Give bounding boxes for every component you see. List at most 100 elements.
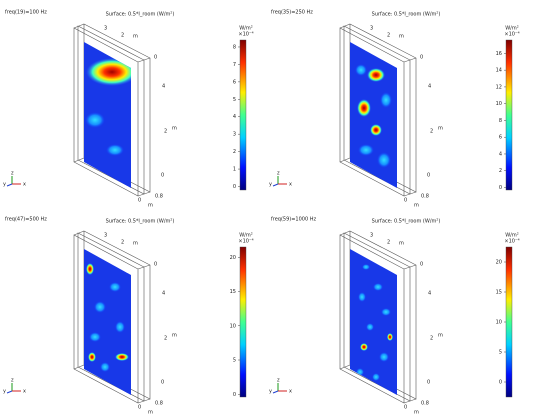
- colorbar-tick-label: 6: [233, 79, 236, 85]
- axis-tick-label: 0: [404, 198, 407, 204]
- surface-hotspot: [362, 264, 370, 270]
- surface-hotspot: [88, 352, 96, 362]
- axis-tick-label: 0.8: [155, 194, 163, 200]
- colorbar-tick-label: 10: [230, 323, 236, 329]
- colorbar-tick-label: 6: [499, 135, 502, 141]
- colorbar-tick-label: 16: [496, 51, 502, 57]
- wireframe-edge: [73, 230, 85, 236]
- axis-tick-label: 3: [370, 26, 373, 32]
- panel: freq(19)=100 Hz Surface: 0.5*I_room (W/m²…: [3, 10, 254, 209]
- wireframe-edge: [339, 364, 351, 370]
- wireframe-edge: [339, 157, 351, 163]
- axis-tick-label: 2: [164, 129, 167, 135]
- axis-tick-label: m: [148, 203, 153, 209]
- triad-label: z: [11, 171, 14, 177]
- axis-tick-label: m: [133, 34, 138, 40]
- colorbar-tick-label: 7: [233, 62, 236, 68]
- colorbar-tick-label: 15: [496, 290, 502, 296]
- frequency-label: freq(59)=1000 Hz: [271, 217, 316, 223]
- axis-tick-label: 4: [428, 84, 431, 90]
- triad-axis: [272, 390, 279, 394]
- colorbar: [505, 246, 513, 398]
- axis-tick-label: m: [148, 410, 153, 414]
- colorbar-unit: W/m²: [505, 26, 519, 32]
- colorbar-tick-label: 8: [233, 44, 236, 50]
- surface-plot: [350, 249, 397, 395]
- colorbar-tick-label: 12: [496, 84, 502, 90]
- colorbar-tick-label: 20: [496, 260, 502, 266]
- colorbar-tick-label: 15: [230, 289, 236, 295]
- frequency-label: freq(35)=250 Hz: [271, 10, 313, 16]
- colorbar-tick-label: 4: [499, 151, 502, 157]
- colorbar-tick-label: 5: [233, 358, 236, 364]
- triad-axis: [272, 183, 279, 187]
- axis-tick-label: 0: [154, 55, 157, 61]
- axis-tick-label: 3: [104, 233, 107, 239]
- triad-axis: [6, 390, 13, 394]
- triad-label: y: [269, 182, 272, 188]
- axis-tick-label: 3: [370, 233, 373, 239]
- axis-tick-label: 0: [427, 380, 430, 386]
- surface-hotspot: [85, 112, 105, 128]
- surface-hotspot: [379, 352, 389, 362]
- axis-tick-label: 0: [161, 380, 164, 386]
- axis-tick-label: m: [438, 333, 443, 339]
- triad-label: y: [3, 182, 6, 188]
- triad-label: x: [289, 182, 292, 188]
- surface-hotspot: [367, 68, 385, 82]
- colorbar-tick-label: 10: [496, 101, 502, 107]
- colorbar-tick-label: 8: [499, 118, 502, 124]
- surface-hotspot: [373, 283, 383, 291]
- colorbar-unit: W/m²: [239, 233, 253, 239]
- surface-hotspot: [356, 368, 364, 376]
- plot-title: Surface: 0.5*I_room (W/m²): [372, 219, 441, 225]
- panel: freq(47)=500 Hz Surface: 0.5*I_room (W/m²…: [3, 217, 254, 414]
- surface-hotspot: [115, 321, 125, 333]
- colorbar-tick-label: 0: [233, 392, 236, 398]
- surface-hotspot: [357, 99, 371, 117]
- triad-label: z: [11, 378, 14, 384]
- axis-tick-label: 0.8: [421, 194, 429, 200]
- surface-hotspot: [370, 124, 382, 136]
- colorbar-unit: W/m²: [505, 233, 519, 239]
- surface-hotspot: [115, 353, 129, 361]
- colorbar-unit: W/m²: [239, 26, 253, 32]
- axis-tick-label: m: [172, 333, 177, 339]
- axis-tick-label: 4: [428, 291, 431, 297]
- wireframe-edge: [403, 191, 417, 197]
- colorbar-tick-label: 4: [233, 114, 236, 120]
- triad-label: z: [277, 378, 280, 384]
- surface-hotspot: [372, 373, 380, 381]
- axis-tick-label: m: [133, 241, 138, 247]
- colorbar-exponent: ×10⁻⁴: [238, 239, 253, 245]
- colorbar-exponent: ×10⁻⁴: [504, 239, 519, 245]
- surface-hotspot: [366, 323, 374, 331]
- colorbar-exponent: ×10⁻⁴: [238, 32, 253, 38]
- wireframe-edge: [339, 230, 351, 236]
- wireframe-edge: [73, 364, 85, 370]
- colorbar-tick-label: 0: [499, 380, 502, 386]
- room-wireframe: [73, 230, 151, 404]
- surface-plot: [350, 42, 397, 188]
- axis-tick-label: 0: [161, 173, 164, 179]
- axis-tick-label: 2: [121, 240, 124, 246]
- colorbar-tick-label: 0: [499, 185, 502, 191]
- axis-tick-label: 0: [427, 173, 430, 179]
- triad-label: x: [23, 389, 26, 395]
- axis-tick-label: m: [399, 34, 404, 40]
- panel: freq(35)=250 Hz Surface: 0.5*I_room (W/m²…: [269, 10, 520, 209]
- axis-tick-label: 0.8: [155, 401, 163, 407]
- axis-tick-label: 0.8: [421, 401, 429, 407]
- axis-tick-label: 2: [387, 33, 390, 39]
- wireframe-edge: [73, 23, 85, 29]
- axis-tick-label: m: [414, 410, 419, 414]
- wireframe-edge: [403, 398, 417, 404]
- wireframe-edge: [403, 264, 417, 270]
- surface-hotspot: [358, 144, 374, 156]
- surface-hotspot: [100, 362, 110, 372]
- colorbar-tick-label: 5: [233, 97, 236, 103]
- triad-label: x: [23, 182, 26, 188]
- colorbar-tick-label: 2: [499, 168, 502, 174]
- axis-tick-label: 2: [121, 33, 124, 39]
- axis-tick-label: 3: [104, 26, 107, 32]
